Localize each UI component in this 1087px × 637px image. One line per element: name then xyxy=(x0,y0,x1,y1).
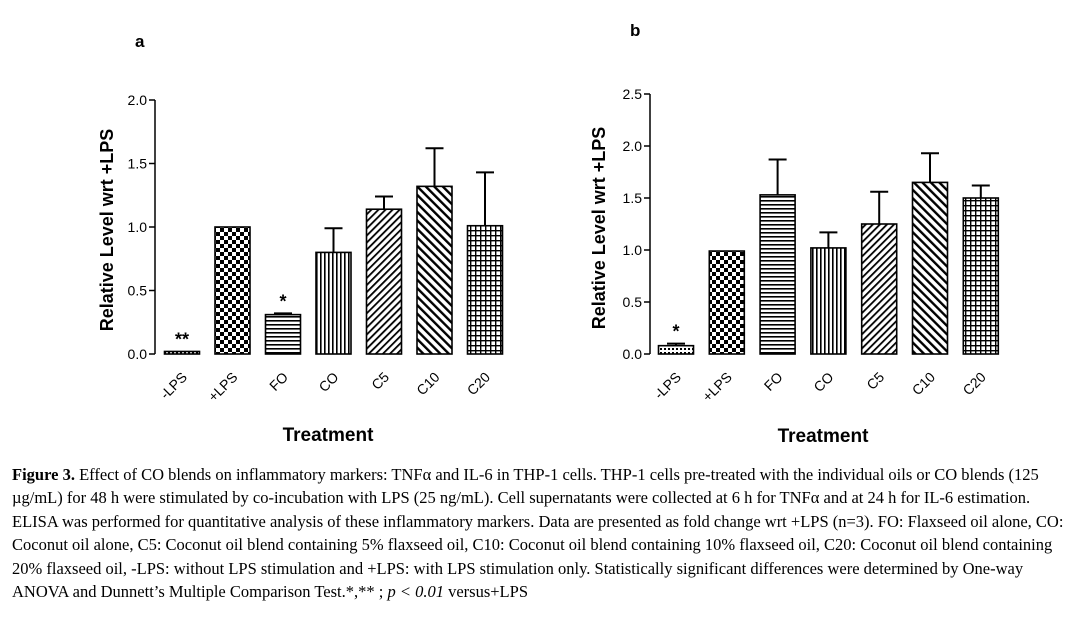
x-tick-label: C20 xyxy=(959,369,989,399)
x-tick-label: C10 xyxy=(909,369,939,399)
x-tick-label: C5 xyxy=(368,369,392,393)
x-axis-label: Treatment xyxy=(283,425,374,446)
x-tick-label: C5 xyxy=(863,369,887,393)
caption-suffix: versus+LPS xyxy=(443,582,528,602)
bar-FO xyxy=(264,313,302,355)
bar-+LPS xyxy=(214,226,251,355)
figure-charts: a Relative Level wrt +LPS Treatment 0.0 0… xyxy=(97,21,1000,447)
bar-CO xyxy=(810,247,847,355)
y-axis-label: Relative Level wrt +LPS xyxy=(97,129,117,332)
y-tick-label: 0.0 xyxy=(128,346,148,362)
bar-C20 xyxy=(466,224,504,355)
x-axis-label: Treatment xyxy=(778,426,869,447)
caption-label: Figure 3. xyxy=(12,465,75,484)
caption-p-condition: < 0.01 xyxy=(395,582,444,602)
y-tick-label: 0.5 xyxy=(623,294,643,310)
bar-+LPS xyxy=(708,250,746,355)
x-tick-label: C20 xyxy=(464,369,494,399)
bar-C10 xyxy=(416,185,453,355)
chart-panel-a: a Relative Level wrt +LPS Treatment 0.0 0… xyxy=(97,32,504,446)
bar--LPS xyxy=(657,344,695,355)
y-tick-label: 2.0 xyxy=(128,92,148,108)
caption-p-symbol: p xyxy=(387,582,396,602)
bar--LPS xyxy=(163,350,201,355)
x-tick-label: FO xyxy=(761,369,786,394)
y-tick-label: 2.0 xyxy=(623,138,643,154)
y-tick-label: 0.0 xyxy=(623,346,643,362)
y-tick-label: 1.0 xyxy=(128,219,148,235)
y-tick-label: 1.0 xyxy=(623,242,643,258)
x-tick-label: -LPS xyxy=(157,369,190,402)
bar-C20 xyxy=(962,197,1000,355)
figure-caption: Figure 3. Effect of CO blends on inflamm… xyxy=(12,463,1080,603)
bar-CO xyxy=(315,251,352,355)
bar-C10 xyxy=(911,181,949,355)
x-tick-label: FO xyxy=(266,369,291,394)
x-tick-label: C10 xyxy=(413,369,443,399)
y-tick-label: 1.5 xyxy=(128,156,148,172)
caption-text: Effect of CO blends on inflammatory mark… xyxy=(12,465,1064,602)
x-tick-label: CO xyxy=(810,369,836,395)
y-tick-label: 1.5 xyxy=(623,190,643,206)
significance-marker: * xyxy=(672,322,679,342)
y-axis-label: Relative Level wrt +LPS xyxy=(589,127,609,330)
panel-label: a xyxy=(135,32,145,51)
bar-FO xyxy=(759,194,796,355)
y-tick-label: 0.5 xyxy=(128,283,148,299)
chart-panel-b: b Relative Level wrt +LPS Treatment 0.0 0… xyxy=(589,21,1000,447)
y-tick-label: 2.5 xyxy=(623,86,643,102)
x-tick-label: +LPS xyxy=(205,369,241,405)
x-tick-label: +LPS xyxy=(699,369,735,405)
significance-marker: ** xyxy=(175,329,189,349)
significance-marker: * xyxy=(279,291,286,311)
x-tick-label: CO xyxy=(315,369,341,395)
bar-C5 xyxy=(860,223,898,355)
panel-label: b xyxy=(630,21,640,40)
bar-C5 xyxy=(365,208,403,355)
x-tick-label: -LPS xyxy=(651,369,684,402)
